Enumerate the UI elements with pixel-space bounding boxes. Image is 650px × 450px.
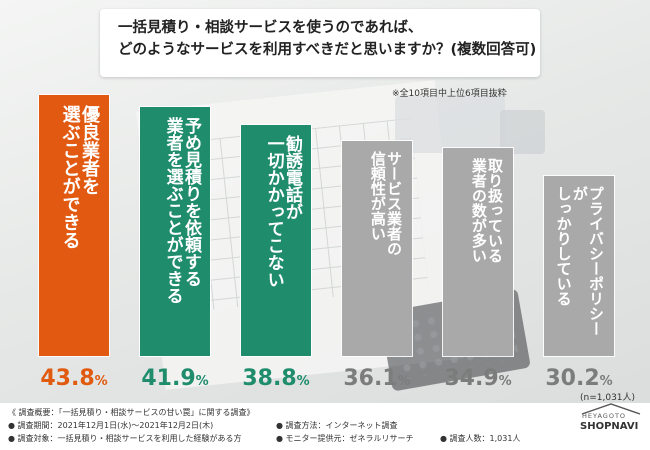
bar-4: サービス業者の 信頼性が高い	[342, 141, 412, 356]
bar-6: プライバシーポリシーが しっかりしている	[544, 176, 614, 356]
chart-title-line-2: どのようなサービスを利用すべきだと思いますか？(複数回答可)	[118, 42, 537, 58]
bar-label-line-2-1: 予め見積りを依頼する	[181, 117, 201, 287]
bar-label-line-3-1: 勧誘電話が	[282, 135, 302, 220]
value-label-3: 38.8%	[242, 366, 310, 391]
bar-label-line-5-2: 業者の数が多い	[469, 158, 488, 263]
footer-survey-period: ● 調査期間：2021年12月1日(水)〜2021年12月2日(木)	[8, 421, 214, 430]
title-box	[100, 9, 540, 77]
heyagoto-shopnavi-logo: HEYAGOTO SHOPNAVI	[578, 402, 644, 446]
sample-size-note: (n=1,031人)	[580, 393, 636, 403]
bar-label-1: 優良業者を 選ぶことができる	[59, 105, 100, 350]
bar-label-line-1-1: 優良業者を	[79, 105, 100, 195]
chart-title: 一括見積り・相談サービスを使うのであれば、 どのようなサービスを利用すべきだと思…	[118, 17, 537, 61]
bar-label-line-3-2: 一切かかってこない	[263, 135, 284, 288]
bar-label-line-4-1: サービス業者の	[385, 151, 403, 256]
footer-monitor-provider: ● モニター提供元：ゼネラルリサーチ	[276, 434, 414, 443]
value-label-2: 41.9%	[141, 366, 209, 391]
chart-title-line-1: 一括見積り・相談サービスを使うのであれば、	[118, 20, 423, 36]
bar-2: 予め見積りを依頼する 業者を選ぶことができる	[140, 107, 210, 356]
house-roof-icon	[581, 403, 641, 415]
bar-label-6: プライバシーポリシーが しっかりしている	[554, 186, 605, 350]
value-label-5: 34.9%	[444, 366, 512, 391]
bar-3: 勧誘電話が 一切かかってこない	[241, 125, 311, 356]
bar-label-line-6-2: しっかりしている	[554, 186, 573, 306]
footer-survey-overview: 《 調査概要：「一括見積り・相談サービスの甘い罠」に関する調査》	[8, 408, 255, 417]
bar-label-line-1-2: 選ぶことができる	[59, 105, 81, 249]
bar-label-3: 勧誘電話が 一切かかってこない	[263, 135, 302, 350]
value-label-1: 43.8%	[40, 366, 108, 391]
bar-label-line-5-1: 取り扱っている	[486, 158, 504, 263]
bar-label-line-4-2: 信頼性が高い	[368, 151, 387, 241]
bar-label-5: 取り扱っている 業者の数が多い	[469, 158, 504, 350]
value-label-4: 36.1%	[343, 366, 411, 391]
bar-label-line-6-1: プライバシーポリシーが	[570, 186, 605, 336]
bar-label-4: サービス業者の 信頼性が高い	[368, 151, 403, 350]
logo-shopnavi-text: SHOPNAVI	[580, 421, 639, 432]
footer-respondents: ● 調査人数：1,031人	[440, 434, 521, 443]
footer: 《 調査概要：「一括見積り・相談サービスの甘い罠」に関する調査》 ● 調査期間：…	[0, 403, 650, 450]
value-label-6: 30.2%	[545, 366, 613, 391]
logo-heyagoto-text: HEYAGOTO	[582, 412, 627, 420]
bar-label-2: 予め見積りを依頼する 業者を選ぶことができる	[162, 117, 201, 350]
bar-1: 優良業者を 選ぶことができる	[39, 95, 109, 356]
background-truck-cab	[500, 110, 545, 154]
footer-survey-target: ● 調査対象：一括見積り・相談サービスを利用した経験がある方	[8, 434, 242, 443]
bar-label-line-2-2: 業者を選ぶことができる	[162, 117, 183, 304]
background-truck	[395, 95, 505, 153]
subtitle-note: ※全10項目中上位6項目抜粋	[392, 89, 507, 99]
bar-5: 取り扱っている 業者の数が多い	[443, 148, 513, 356]
footer-survey-method: ● 調査方法：インターネット調査	[276, 421, 398, 430]
